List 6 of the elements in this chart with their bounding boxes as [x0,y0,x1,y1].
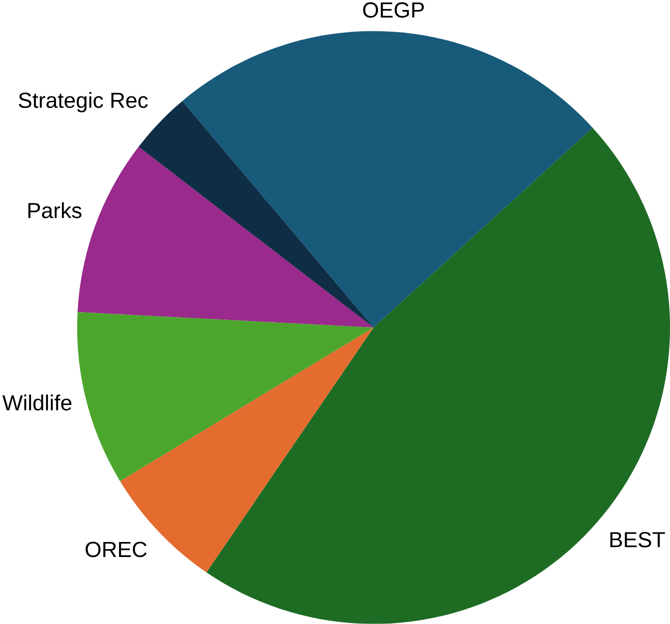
slice-label: BEST [610,532,665,548]
slice-label: Strategic Rec [18,92,148,112]
slice-label: Wildlife [2,394,72,411]
slice-label: Parks [28,202,82,218]
slice-label: OREC [86,542,147,558]
slice-label: OEGP [363,2,424,18]
